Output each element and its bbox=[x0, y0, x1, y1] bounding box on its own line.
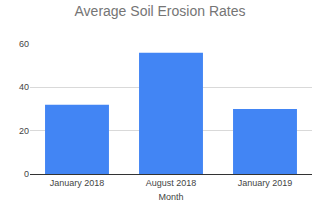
svg-text:January 2018: January 2018 bbox=[50, 178, 105, 188]
svg-text:40: 40 bbox=[19, 82, 29, 92]
svg-text:August 2018: August 2018 bbox=[146, 178, 197, 188]
svg-text:January 2019: January 2019 bbox=[238, 178, 293, 188]
svg-text:Month: Month bbox=[158, 192, 183, 202]
svg-text:20: 20 bbox=[19, 126, 29, 136]
svg-text:Average Soil Erosion Rates: Average Soil Erosion Rates bbox=[75, 3, 246, 19]
svg-text:60: 60 bbox=[19, 39, 29, 49]
svg-text:0: 0 bbox=[24, 169, 29, 179]
